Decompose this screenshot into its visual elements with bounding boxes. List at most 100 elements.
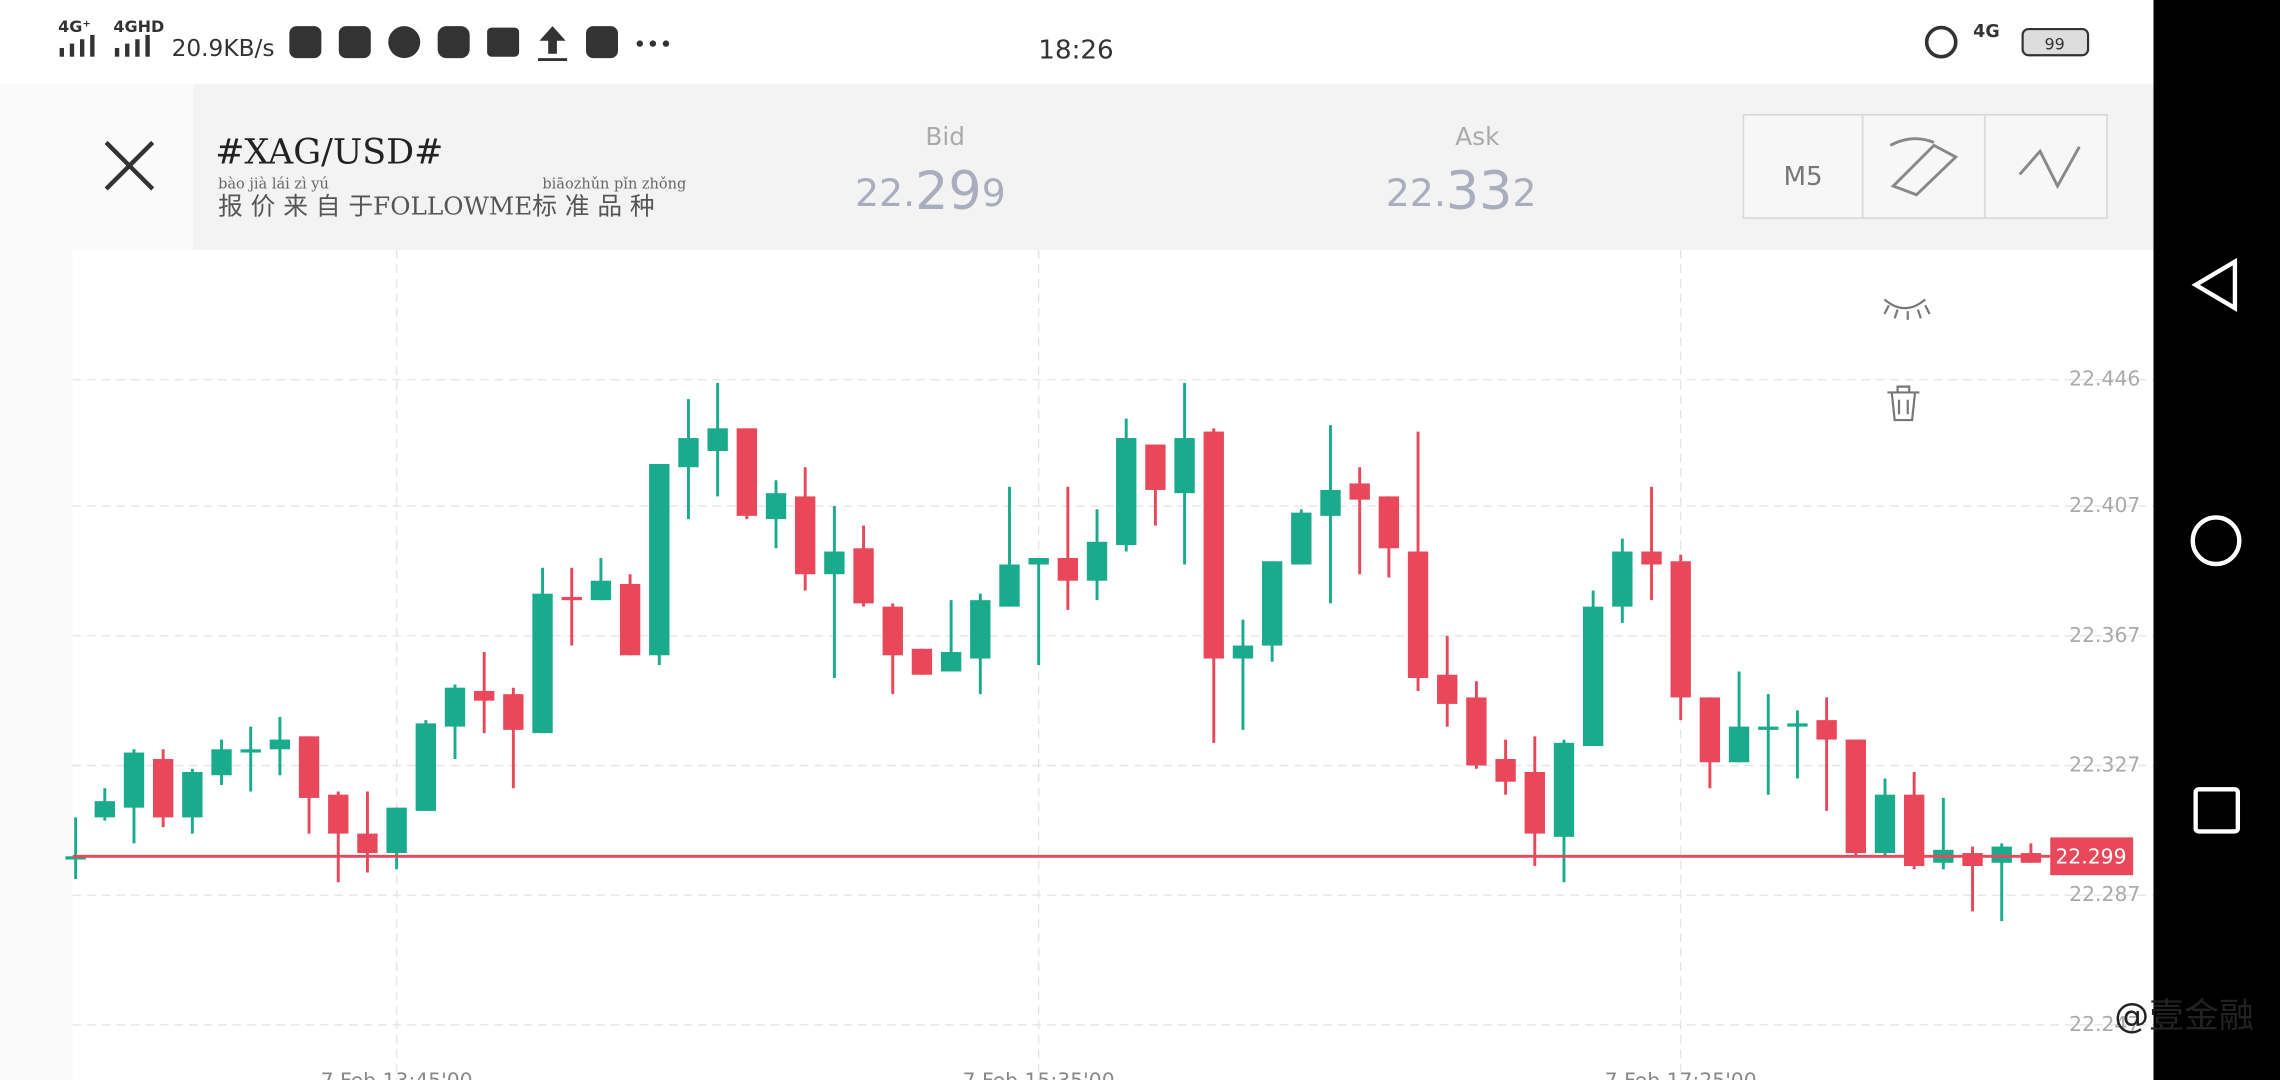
candle-body [1991,846,2012,863]
candle-body [590,580,612,601]
candle-body [94,801,115,818]
network-speed: 20.9KB/s [172,35,275,62]
candle-body [1057,558,1079,581]
price-part: 33 [1446,161,1513,222]
candle-body [328,794,349,834]
price-part: 2 [1512,170,1536,214]
candle-body [1903,794,1925,867]
candle-body [882,606,903,656]
candle-body [824,551,845,575]
nav-bar [2153,0,2280,1080]
y-tick-label: 22.446 [2069,367,2140,391]
candlestick-chart: 22.446 22.407 22.367 22.327 22.287 22.247 7 Fe… [65,250,2154,1080]
indicator-button[interactable] [1983,113,2108,219]
candle-body [1291,512,1312,565]
candle-body [1758,726,1779,730]
candle-body [1524,771,1545,834]
candle-body [1437,674,1458,704]
recents-button[interactable] [2193,787,2241,834]
candle-body [678,438,699,468]
signal-label: 4G⁺ [58,17,91,36]
last-price-box [2050,837,2134,876]
y-tick-label: 22.287 [2069,882,2140,906]
candle-body [1874,794,1896,854]
candle-body [444,687,466,727]
candle-body [1553,742,1575,837]
timeframe-button[interactable] [1742,113,1864,219]
candle-body [269,739,291,750]
candle-body [1728,726,1750,763]
pinyin: biāozhǔn pǐn zhǒng [542,177,686,193]
y-tick-label: 22.327 [2069,753,2140,777]
candle-body [999,564,1020,607]
candle-body [1320,489,1341,516]
price-part: 22. [1386,170,1446,214]
battery-level: 99 [2044,35,2064,54]
candle-body [182,771,203,818]
draw-icon [1889,137,1959,197]
candle-body [853,548,874,604]
last-price-label: 22.299 [2055,845,2126,869]
x-tick-label: 7 Feb 13:45'00 [321,1068,473,1080]
ask-price: 22.332 [1386,161,1537,222]
candle-body [357,833,378,854]
close-button[interactable] [104,140,155,191]
candle-body [795,496,816,575]
timeframe-label: M5 [1783,162,1822,192]
candle-body [1086,541,1108,581]
candle-body [240,749,261,753]
candle-body [1145,444,1166,490]
candle-body [152,759,174,818]
candle-body [1349,483,1370,500]
candle-body [1466,697,1487,766]
candle-body [474,690,495,701]
candle-body [298,736,320,798]
price-part: 22. [855,170,915,214]
candle-body [911,648,933,675]
candle-body [1232,645,1254,659]
candle-body [1407,551,1429,678]
candle-body [940,652,962,672]
pinyin: bào jià lái zì yú [218,176,329,193]
candle-body [2020,853,2042,863]
quote-source: 报 价 来 自 于FOLLOWME标 准 品 种 [218,191,655,220]
y-tick-label: 22.407 [2069,493,2140,517]
clock: 18:26 [1038,35,1113,65]
indicator-icon [2018,146,2081,190]
candle-body [1495,759,1516,782]
candle-body [1612,551,1633,607]
x-tick-label: 7 Feb 15:35'00 [963,1068,1115,1080]
price-part: 9 [982,170,1006,214]
home-button[interactable] [2190,515,2242,567]
candle-body [707,428,728,452]
ask-label: Ask [1455,122,1500,151]
x-tick-label: 7 Feb 17:25'00 [1605,1068,1757,1080]
notification-icons [289,26,670,62]
candle-body [1261,561,1283,646]
candle-body [1116,438,1137,546]
watermark: @壹金融 [2114,997,2254,1037]
candle-body [1699,697,1721,763]
candle-body [561,596,582,601]
candle-body [1028,558,1049,565]
delete-icon[interactable] [1887,385,1920,422]
candle-body [970,600,991,659]
symbol-title: #XAG/USD# [215,133,443,173]
candle-body [532,593,553,734]
candle-body [1670,561,1691,698]
bid-price: 22.299 [855,161,1006,222]
hide-icon[interactable] [1883,298,1931,320]
candle-body [503,694,524,730]
y-tick-label: 22.247 [2069,1012,2140,1036]
candle-body [1816,720,1837,740]
back-button[interactable] [2191,257,2238,312]
candle-body [649,463,670,656]
battery [2021,27,2090,57]
y-tick-label: 22.367 [2069,623,2140,647]
draw-button[interactable] [1861,113,1986,219]
chart-panel [72,250,2154,1080]
candle-body [1174,438,1195,494]
candle-body [619,583,641,656]
candle-body [1582,606,1604,747]
